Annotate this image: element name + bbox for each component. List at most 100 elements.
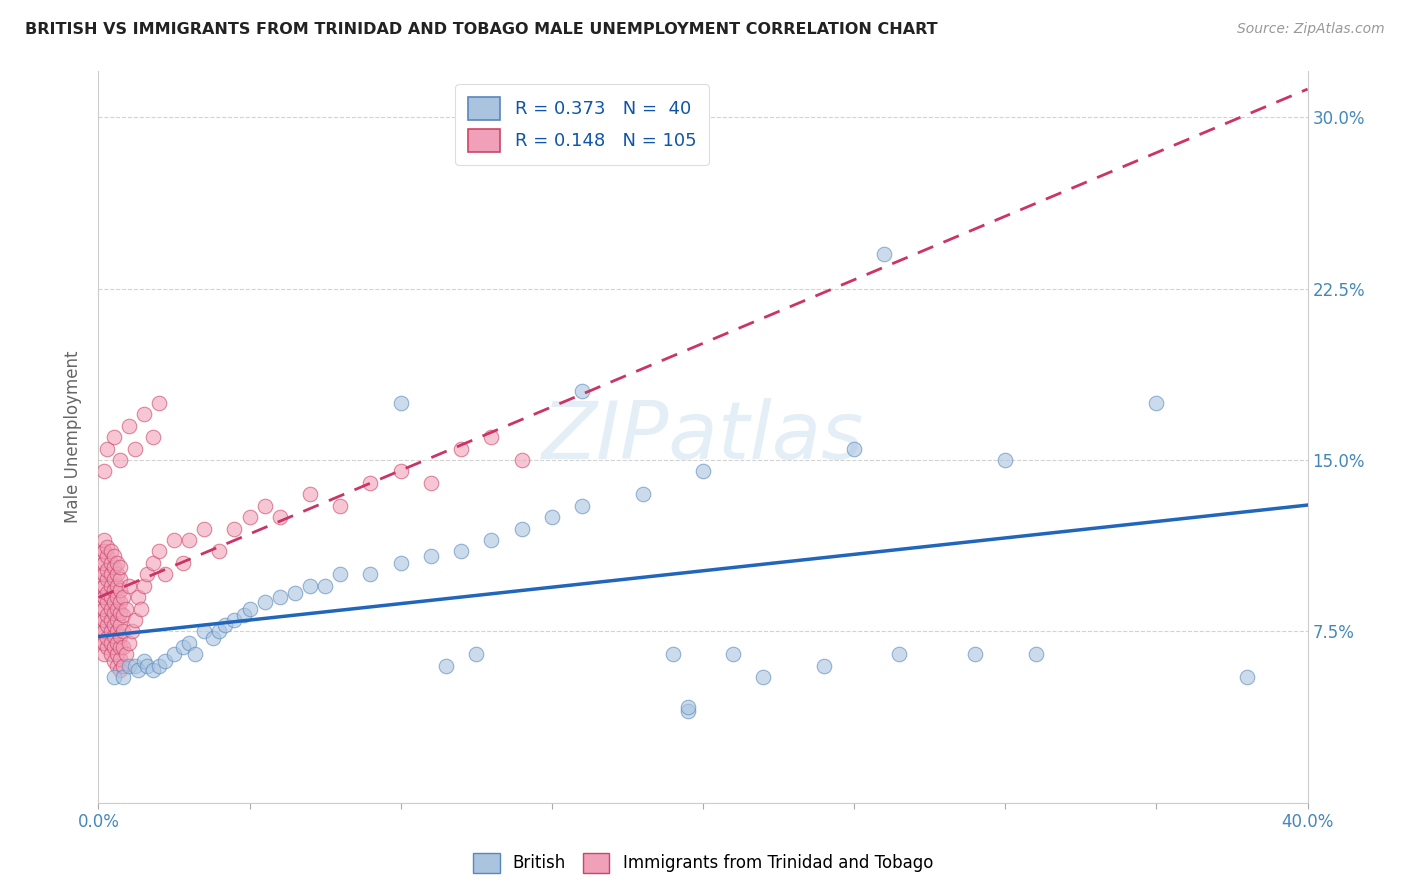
Point (214, 617, 236, 632)
Point (420, 475, 443, 490)
Point (124, 442, 146, 456)
Point (93, 567, 115, 582)
Point (105, 579, 128, 593)
Point (994, 453, 1017, 467)
Point (100, 647, 122, 661)
Point (873, 247, 896, 261)
Point (129, 601, 152, 615)
Point (193, 624, 215, 639)
Point (100, 624, 122, 639)
Point (111, 624, 134, 639)
Point (103, 560, 125, 574)
Point (96, 608, 118, 623)
Point (108, 583, 131, 598)
Point (114, 601, 136, 615)
Point (121, 624, 143, 639)
Point (105, 658, 128, 673)
Point (269, 590, 291, 604)
Point (450, 442, 472, 456)
Point (571, 499, 593, 513)
Point (93, 567, 115, 582)
Point (661, 647, 683, 661)
Point (193, 521, 215, 535)
Point (96, 563, 118, 577)
Point (844, 442, 866, 456)
Point (329, 499, 352, 513)
Point (179, 636, 201, 650)
Point (481, 430, 503, 444)
Point (676, 699, 699, 714)
Point (481, 533, 503, 547)
Point (142, 663, 165, 677)
Y-axis label: Male Unemployment: Male Unemployment (65, 351, 83, 524)
Point (93, 556, 115, 570)
Point (540, 510, 562, 524)
Point (105, 590, 128, 604)
Point (103, 654, 125, 668)
Point (93, 624, 115, 639)
Point (96, 549, 118, 563)
Point (172, 640, 194, 655)
Point (148, 658, 170, 673)
Point (93, 579, 115, 593)
Point (93, 636, 115, 650)
Point (510, 521, 533, 535)
Point (105, 601, 128, 615)
Point (389, 396, 412, 410)
Point (153, 654, 176, 668)
Point (142, 556, 165, 570)
Point (108, 453, 131, 467)
Point (132, 654, 155, 668)
Point (93, 613, 115, 627)
Point (105, 624, 128, 639)
Point (184, 647, 207, 661)
Point (239, 601, 262, 615)
Point (723, 647, 745, 661)
Point (434, 658, 457, 673)
Point (127, 663, 149, 677)
Point (127, 590, 149, 604)
Point (105, 613, 128, 627)
Point (253, 595, 276, 609)
Point (108, 560, 131, 574)
Point (111, 658, 134, 673)
Point (96, 632, 118, 646)
Point (284, 585, 307, 599)
Point (389, 556, 412, 570)
Point (108, 595, 131, 609)
Point (1024, 647, 1046, 661)
Point (889, 647, 911, 661)
Point (360, 567, 382, 582)
Point (111, 590, 134, 604)
Point (813, 658, 835, 673)
Point (93, 544, 115, 558)
Point (208, 544, 231, 558)
Point (450, 544, 472, 558)
Point (135, 567, 157, 582)
Point (299, 579, 322, 593)
Point (103, 583, 125, 598)
Point (100, 579, 122, 593)
Point (108, 606, 131, 620)
Point (172, 556, 194, 570)
Point (118, 418, 141, 433)
Point (163, 647, 186, 661)
Point (163, 533, 186, 547)
Point (118, 658, 141, 673)
Point (692, 464, 714, 478)
Point (100, 544, 122, 558)
Point (93, 601, 115, 615)
Point (100, 613, 122, 627)
Point (103, 595, 125, 609)
Point (93, 624, 115, 639)
Point (148, 396, 170, 410)
Point (124, 658, 146, 673)
Point (118, 636, 141, 650)
Point (253, 499, 276, 513)
Point (96, 595, 118, 609)
Point (510, 453, 533, 467)
Point (103, 629, 125, 643)
Point (103, 572, 125, 586)
Point (132, 579, 155, 593)
Point (105, 567, 128, 582)
